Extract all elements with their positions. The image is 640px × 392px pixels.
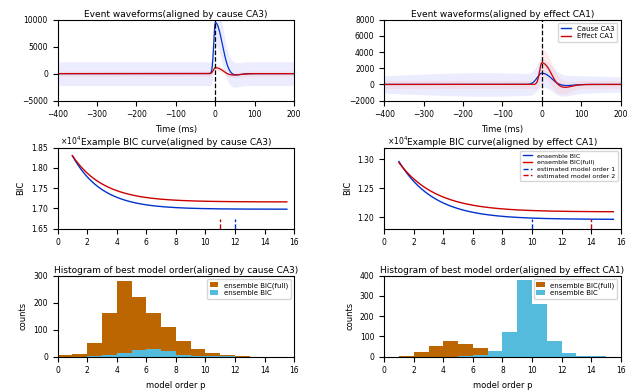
Bar <box>235 356 250 357</box>
Legend: ensemble BIC(full), ensemble BIC: ensemble BIC(full), ensemble BIC <box>534 279 618 299</box>
Y-axis label: counts: counts <box>345 302 355 330</box>
Bar <box>413 352 429 357</box>
Bar <box>161 351 176 357</box>
Bar <box>458 356 473 357</box>
Bar <box>473 355 488 357</box>
Bar <box>399 356 413 357</box>
Bar <box>591 356 606 357</box>
Bar <box>444 341 458 357</box>
Bar <box>547 341 562 357</box>
Bar <box>176 354 191 357</box>
Title: Example BIC curve(aligned by cause CA3): Example BIC curve(aligned by cause CA3) <box>81 138 271 147</box>
Bar <box>532 356 547 357</box>
Bar <box>87 343 102 357</box>
Bar <box>205 354 220 357</box>
Bar <box>502 332 517 357</box>
Bar <box>473 348 488 357</box>
Bar <box>429 346 444 357</box>
Bar <box>488 352 502 357</box>
Bar <box>116 281 132 357</box>
Legend: ensemble BIC, ensemble BIC(full), estimated model order 1, estimated model order: ensemble BIC, ensemble BIC(full), estima… <box>520 151 618 181</box>
Bar <box>147 314 161 357</box>
Legend: ensemble BIC(full), ensemble BIC: ensemble BIC(full), ensemble BIC <box>207 279 291 299</box>
Bar <box>102 314 116 357</box>
Bar <box>488 350 502 357</box>
X-axis label: Time (ms): Time (ms) <box>481 125 524 134</box>
Text: $\times10^4$: $\times10^4$ <box>60 134 81 147</box>
Bar <box>87 356 102 357</box>
Title: Event waveforms(aligned by effect CA1): Event waveforms(aligned by effect CA1) <box>411 10 594 19</box>
Bar <box>132 350 147 357</box>
Bar <box>205 356 220 357</box>
Title: Histogram of best model order(aligned by cause CA3): Histogram of best model order(aligned by… <box>54 266 298 275</box>
Bar <box>502 354 517 357</box>
Bar <box>517 356 532 357</box>
Bar <box>562 353 577 357</box>
Bar <box>72 354 87 357</box>
X-axis label: Time (ms): Time (ms) <box>155 125 197 134</box>
Bar <box>147 348 161 357</box>
Title: Example BIC curve(aligned by effect CA1): Example BIC curve(aligned by effect CA1) <box>407 138 598 147</box>
Y-axis label: counts: counts <box>19 302 28 330</box>
Bar <box>458 343 473 357</box>
Bar <box>517 280 532 357</box>
X-axis label: model order p: model order p <box>473 381 532 390</box>
Text: $\times10^4$: $\times10^4$ <box>387 134 408 147</box>
Bar <box>577 356 591 357</box>
Bar <box>176 341 191 357</box>
Bar <box>191 356 205 357</box>
Bar <box>532 304 547 357</box>
Bar <box>58 356 72 357</box>
X-axis label: model order p: model order p <box>146 381 205 390</box>
Legend: Cause CA3, Effect CA1: Cause CA3, Effect CA1 <box>558 23 618 42</box>
Title: Event waveforms(aligned by cause CA3): Event waveforms(aligned by cause CA3) <box>84 10 268 19</box>
Title: Histogram of best model order(aligned by effect CA1): Histogram of best model order(aligned by… <box>380 266 625 275</box>
Bar <box>161 327 176 357</box>
Bar <box>191 348 205 357</box>
Bar <box>116 353 132 357</box>
Bar <box>220 356 235 357</box>
Y-axis label: BIC: BIC <box>17 181 26 195</box>
Bar <box>102 356 116 357</box>
Y-axis label: BIC: BIC <box>343 181 352 195</box>
Bar <box>132 297 147 357</box>
